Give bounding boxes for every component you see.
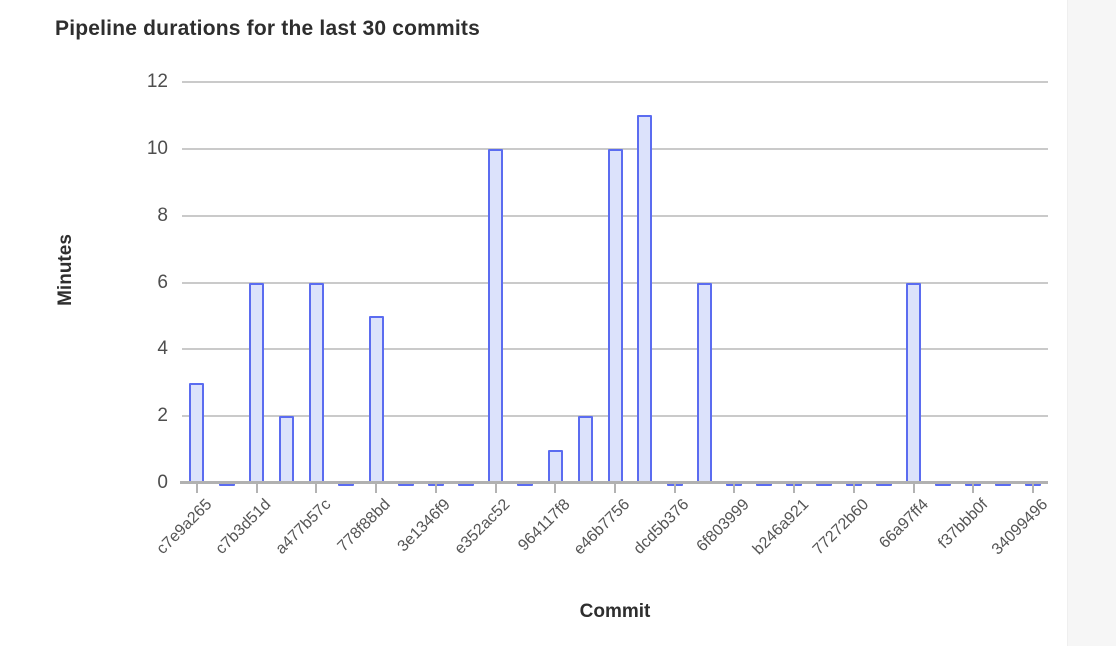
zero-bar[interactable] bbox=[935, 482, 952, 486]
x-tick bbox=[375, 484, 378, 493]
zero-bar[interactable] bbox=[517, 482, 534, 486]
bar[interactable] bbox=[637, 115, 653, 483]
bar[interactable] bbox=[607, 148, 623, 483]
zero-bar[interactable] bbox=[397, 482, 414, 486]
bar[interactable] bbox=[249, 282, 265, 483]
y-tick-label: 8 bbox=[157, 204, 168, 226]
zero-bar[interactable] bbox=[457, 482, 474, 486]
bar[interactable] bbox=[368, 315, 384, 483]
x-tick bbox=[434, 484, 437, 493]
x-tick-label: dcd5b376 bbox=[631, 496, 693, 558]
x-tick-label: e352ac52 bbox=[451, 496, 514, 558]
bar[interactable] bbox=[279, 416, 295, 483]
zero-bar[interactable] bbox=[218, 482, 235, 486]
x-tick-label: 964117f8 bbox=[514, 496, 574, 555]
x-tick-label: c7e9a265 bbox=[153, 496, 215, 558]
x-tick-label: 66a97ff4 bbox=[875, 496, 932, 552]
y-tick-label: 12 bbox=[146, 71, 168, 92]
x-tick bbox=[793, 484, 796, 493]
y-tick-label: 6 bbox=[157, 271, 168, 293]
x-tick-label: e46b7756 bbox=[570, 496, 634, 559]
bar[interactable] bbox=[697, 282, 713, 483]
x-tick-label: 6f803999 bbox=[693, 496, 753, 556]
x-tick-label: 778f88bd bbox=[334, 496, 395, 556]
x-axis-title: Commit bbox=[579, 601, 651, 622]
zero-bar[interactable] bbox=[995, 482, 1012, 486]
gridline bbox=[182, 81, 1048, 83]
x-tick-label: a477b57c bbox=[272, 496, 335, 558]
zero-bar[interactable] bbox=[756, 482, 773, 486]
y-axis-title: Minutes bbox=[55, 234, 76, 306]
x-tick bbox=[852, 484, 855, 493]
x-tick bbox=[195, 484, 198, 493]
x-tick bbox=[912, 484, 915, 493]
x-tick bbox=[614, 484, 616, 493]
gridline bbox=[182, 147, 1048, 150]
x-tick bbox=[315, 484, 318, 493]
zero-bar[interactable] bbox=[816, 482, 833, 486]
x-tick bbox=[673, 484, 676, 493]
zero-bar[interactable] bbox=[875, 482, 892, 486]
x-tick bbox=[733, 484, 736, 493]
x-tick bbox=[1032, 484, 1035, 493]
x-tick-label: b246a921 bbox=[749, 496, 813, 559]
bar[interactable] bbox=[308, 282, 324, 483]
y-tick-label: 2 bbox=[157, 405, 168, 427]
bar[interactable] bbox=[547, 449, 563, 483]
page-background-strip bbox=[1067, 0, 1116, 646]
bar[interactable] bbox=[577, 416, 593, 483]
y-tick-label: 10 bbox=[146, 137, 168, 159]
x-tick-label: 3e1346f9 bbox=[394, 496, 454, 556]
bar[interactable] bbox=[906, 282, 922, 483]
x-axis-line bbox=[180, 481, 1048, 484]
x-tick-label: c7b3d51d bbox=[212, 496, 275, 558]
bar[interactable] bbox=[488, 148, 504, 483]
y-tick-label: 4 bbox=[157, 338, 168, 360]
plot-area bbox=[182, 81, 1048, 486]
chart-title: Pipeline durations for the last 30 commi… bbox=[55, 17, 480, 40]
x-tick bbox=[972, 484, 975, 493]
x-tick-label: 34099496 bbox=[988, 496, 1052, 559]
zero-bar[interactable] bbox=[338, 482, 355, 486]
x-tick-label: f37bbb0f bbox=[935, 496, 992, 553]
x-tick bbox=[554, 484, 557, 493]
x-tick-label: 77272b60 bbox=[809, 496, 872, 559]
x-tick bbox=[255, 484, 258, 493]
x-tick bbox=[494, 484, 497, 493]
y-tick-label: 0 bbox=[157, 472, 168, 493]
bar[interactable] bbox=[189, 382, 205, 483]
